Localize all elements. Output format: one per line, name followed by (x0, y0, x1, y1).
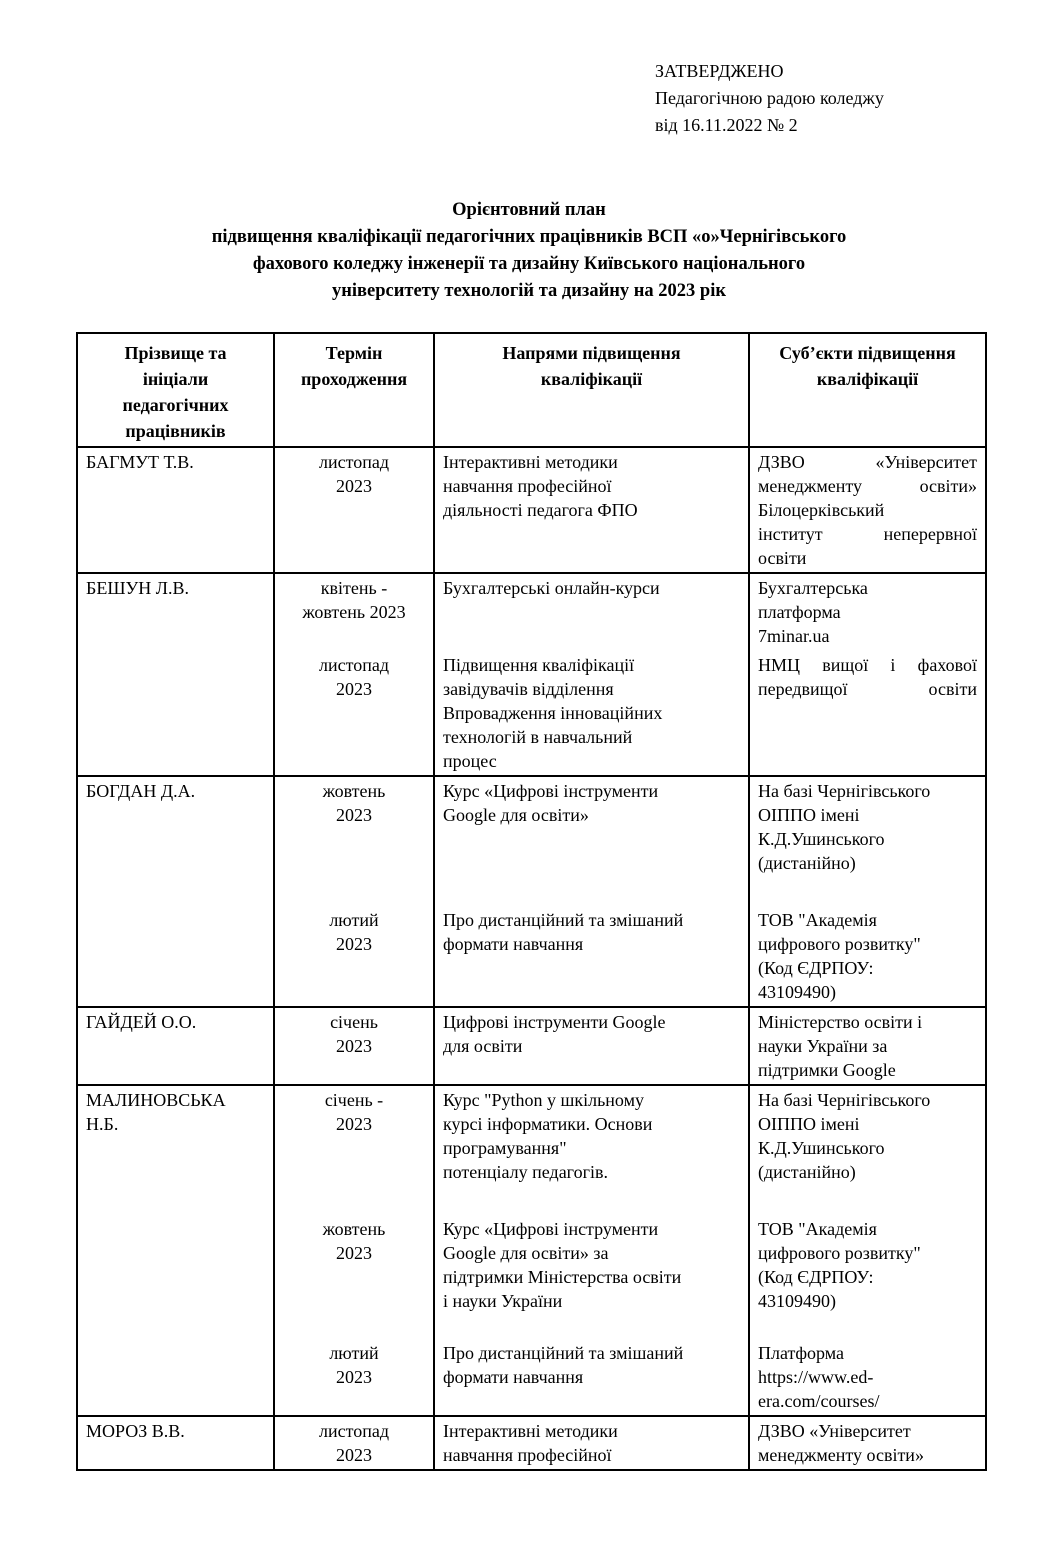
teacher-name: БОГДАН Д.А. (76, 775, 275, 1008)
term-cell: січень 2023 (273, 1006, 435, 1086)
term-cell: жовтень 2023 (273, 775, 435, 907)
subject-cell: Міністерство освіти і науки України за п… (748, 1006, 987, 1086)
table-row: ГАЙДЕЙ О.О. січень 2023 Цифрові інструме… (76, 1006, 987, 1086)
table-row: БОГДАН Д.А. жовтень 2023 Курс «Цифрові і… (76, 775, 987, 1008)
table-row: БАГМУТ Т.В. листопад 2023 Інтерактивні м… (76, 446, 987, 574)
term-cell: лютий 2023 (273, 906, 435, 1008)
teacher-name: БЕШУН Л.В. (76, 572, 275, 777)
approval-line-approved: ЗАТВЕРДЖЕНО (655, 61, 784, 81)
table-row: МОРОЗ В.В. листопад 2023 Інтерактивні ме… (76, 1415, 987, 1471)
table-row: БЕШУН Л.В. квітень - жовтень 2023 Бухгал… (76, 572, 987, 777)
subject-cell: На базі Чернігівського ОІППО імені К.Д.У… (748, 775, 987, 907)
table-row-entry: листопад 2023 Підвищення кваліфікації за… (77, 651, 987, 777)
direction-cell: Курс «Цифрові інструменти Google для осв… (433, 1215, 750, 1340)
approval-line-date: від 16.11.2022 № 2 (655, 115, 798, 135)
subject-cell: ТОВ "Академія цифрового розвитку" (Код Є… (748, 1215, 987, 1340)
approval-block: ЗАТВЕРДЖЕНО Педагогічною радою коледжу в… (655, 58, 1058, 139)
direction-cell: Інтерактивні методики навчання професійн… (433, 446, 750, 574)
header-row: Прізвище та ініціали педагогічних праців… (76, 332, 987, 448)
direction-cell: Інтерактивні методики навчання професійн… (433, 1415, 750, 1471)
teacher-name: ГАЙДЕЙ О.О. (76, 1006, 275, 1086)
direction-cell: Курс «Цифрові інструменти Google для осв… (433, 775, 750, 907)
plan-table: Прізвище та ініціали педагогічних праців… (76, 332, 987, 1471)
subject-cell: На базі Чернігівського ОІППО імені К.Д.У… (748, 1084, 987, 1216)
term-cell: листопад 2023 (273, 1415, 435, 1471)
teacher-name: БАГМУТ Т.В. (76, 446, 275, 574)
table-row-entry: лютий 2023 Про дистанційний та змішаний … (77, 906, 987, 1008)
teacher-name: МОРОЗ В.В. (76, 1415, 275, 1471)
term-cell: квітень - жовтень 2023 (273, 572, 435, 652)
direction-cell: Про дистанційний та змішаний формати нав… (433, 1339, 750, 1417)
term-cell: жовтень 2023 (273, 1215, 435, 1340)
table-row-entry: лютий 2023 Про дистанційний та змішаний … (77, 1339, 987, 1417)
direction-cell: Курс "Python у шкільному курсі інформати… (433, 1084, 750, 1216)
teacher-name: МАЛИНОВСЬКА Н.Б. (76, 1084, 275, 1417)
direction-cell: Бухгалтерські онлайн-курси (433, 572, 750, 652)
term-cell: лютий 2023 (273, 1339, 435, 1417)
column-header-direction: Напрями підвищення кваліфікації (433, 332, 750, 448)
subject-cell: ДЗВО «Університет менеджменту освіти» Бі… (748, 446, 987, 574)
column-header-term: Термін проходження (273, 332, 435, 448)
subject-cell: ТОВ "Академія цифрового розвитку" (Код Є… (748, 906, 987, 1008)
subject-cell: ДЗВО «Університет менеджменту освіти» (748, 1415, 987, 1471)
approval-line-council: Педагогічною радою коледжу (655, 88, 884, 108)
column-header-name: Прізвище та ініціали педагогічних праців… (76, 332, 275, 448)
column-header-subject: Суб’єкти підвищення кваліфікації (748, 332, 987, 448)
table-row: МАЛИНОВСЬКА Н.Б. січень - 2023 Курс "Pyt… (76, 1084, 987, 1417)
direction-cell: Підвищення кваліфікації завідувачів відд… (433, 651, 750, 777)
subject-cell: Бухгалтерська платформа 7minar.ua (748, 572, 987, 652)
subject-cell: НМЦ вищої і фахової передвищої освіти (748, 651, 987, 777)
direction-cell: Про дистанційний та змішаний формати нав… (433, 906, 750, 1008)
direction-cell: Цифрові інструменти Google для освіти (433, 1006, 750, 1086)
table-row-entry: жовтень 2023 Курс «Цифрові інструменти G… (77, 1215, 987, 1340)
term-cell: листопад 2023 (273, 651, 435, 777)
page-title: Орієнтовний план підвищення кваліфікації… (211, 200, 847, 301)
term-cell: січень - 2023 (273, 1084, 435, 1216)
term-cell: листопад 2023 (273, 446, 435, 574)
subject-cell: Платформа https://www.ed-era.com/courses… (748, 1339, 987, 1417)
